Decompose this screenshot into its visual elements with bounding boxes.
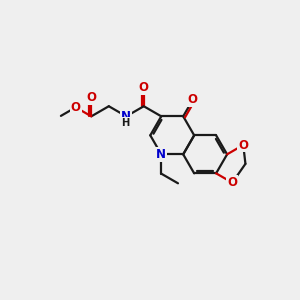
- Text: H: H: [121, 118, 129, 128]
- Text: O: O: [86, 91, 96, 104]
- Text: O: O: [227, 176, 237, 189]
- Text: O: O: [188, 93, 198, 106]
- Text: O: O: [139, 81, 149, 94]
- Text: O: O: [71, 101, 81, 114]
- Text: O: O: [238, 139, 248, 152]
- Text: N: N: [156, 148, 166, 161]
- Text: N: N: [121, 110, 131, 123]
